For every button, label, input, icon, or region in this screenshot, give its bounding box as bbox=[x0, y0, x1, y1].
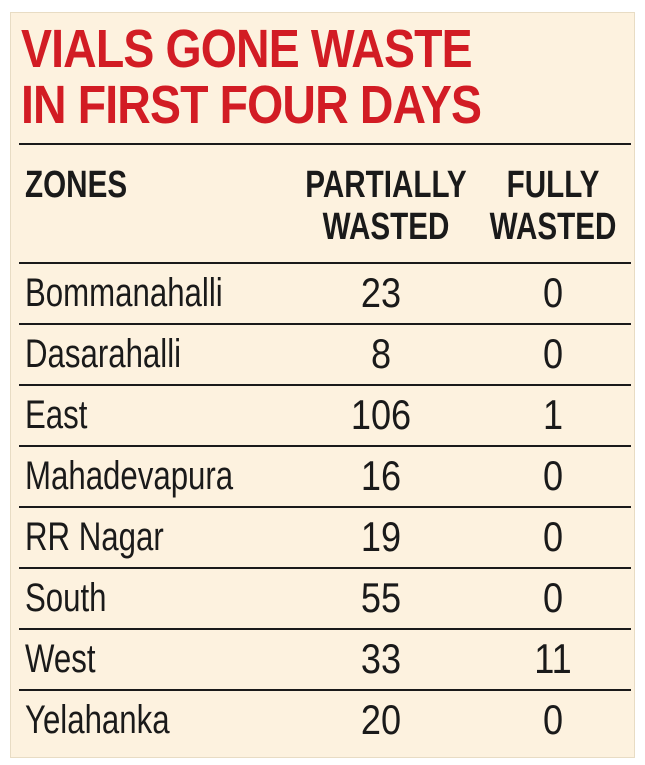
zone-name: RR Nagar bbox=[25, 515, 164, 559]
header-zones: ZONES bbox=[25, 164, 128, 206]
zone-name: Mahadevapura bbox=[25, 454, 234, 498]
fully-wasted-value: 11 bbox=[534, 635, 572, 682]
partially-wasted-value: 20 bbox=[360, 696, 402, 743]
title-divider bbox=[19, 143, 631, 145]
fully-wasted-value: 0 bbox=[542, 574, 564, 621]
zone-name: Bommanahalli bbox=[25, 271, 223, 315]
fully-wasted-value: 0 bbox=[542, 452, 564, 499]
partially-wasted-value: 8 bbox=[370, 330, 392, 377]
row-divider bbox=[19, 567, 631, 569]
partially-wasted-value: 55 bbox=[360, 574, 402, 621]
partially-wasted-value: 23 bbox=[360, 269, 402, 316]
infographic-title: VIALS GONE WASTE IN FIRST FOUR DAYS bbox=[21, 21, 546, 133]
fully-wasted-value: 1 bbox=[542, 391, 564, 438]
zone-name: Yelahanka bbox=[25, 698, 170, 742]
partially-wasted-value: 33 bbox=[360, 635, 402, 682]
fully-wasted-value: 0 bbox=[542, 513, 564, 560]
infographic-panel: VIALS GONE WASTE IN FIRST FOUR DAYS ZONE… bbox=[10, 12, 635, 758]
fully-wasted-value: 0 bbox=[542, 696, 564, 743]
header-fully-line2: WASTED bbox=[489, 206, 617, 248]
header-fully-line1: FULLY bbox=[506, 164, 600, 206]
zone-name: East bbox=[25, 393, 88, 437]
partially-wasted-value: 106 bbox=[350, 391, 412, 438]
row-divider bbox=[19, 689, 631, 691]
partially-wasted-value: 19 bbox=[360, 513, 402, 560]
title-line-1: VIALS GONE WASTE bbox=[21, 19, 473, 79]
fully-wasted-value: 0 bbox=[542, 330, 564, 377]
row-divider bbox=[19, 323, 631, 325]
row-divider bbox=[19, 262, 631, 264]
row-divider bbox=[19, 445, 631, 447]
header-partially-line1: PARTIALLY bbox=[305, 164, 467, 206]
row-divider bbox=[19, 384, 631, 386]
zone-name: South bbox=[25, 576, 107, 620]
zone-name: West bbox=[25, 637, 96, 681]
partially-wasted-value: 16 bbox=[360, 452, 402, 499]
zone-name: Dasarahalli bbox=[25, 332, 182, 376]
header-partially-line2: WASTED bbox=[322, 206, 450, 248]
title-line-2: IN FIRST FOUR DAYS bbox=[21, 75, 482, 135]
row-divider bbox=[19, 506, 631, 508]
fully-wasted-value: 0 bbox=[542, 269, 564, 316]
row-divider bbox=[19, 628, 631, 630]
